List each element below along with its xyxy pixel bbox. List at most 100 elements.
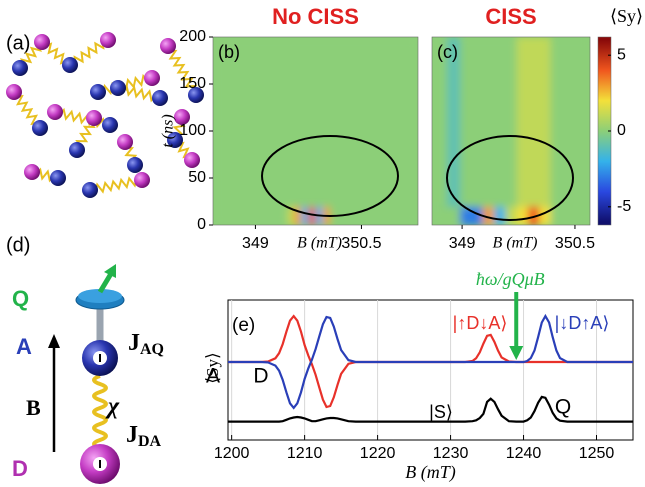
dqa-diagram: B Q A D JAQ χ JDA xyxy=(12,264,164,484)
colorbar-tick-label: 5 xyxy=(617,46,626,63)
x-tick-label: 1220 xyxy=(360,445,396,462)
j-main: J xyxy=(126,422,138,448)
purple-sphere xyxy=(86,110,102,126)
blue-sphere xyxy=(102,117,118,133)
y-tick-label: 100 xyxy=(179,122,206,139)
purple-sphere xyxy=(144,70,160,86)
purple-sphere xyxy=(100,32,116,48)
series-label: |↓D↑A⟩ xyxy=(555,313,610,333)
x-tick-label: 349 xyxy=(242,235,269,252)
chart-title: No CISS xyxy=(272,4,359,29)
heatmap-cell xyxy=(329,37,341,207)
q-spin xyxy=(97,270,115,294)
blue-sphere xyxy=(82,182,98,198)
heatmap-cell xyxy=(527,37,540,207)
x-axis-label: B (mT) xyxy=(405,462,456,483)
heatmap-cell xyxy=(447,37,461,207)
panel-label: (e) xyxy=(232,315,255,336)
a-label: A xyxy=(16,334,32,359)
heatmap-cell xyxy=(308,37,316,207)
panel-label: (b) xyxy=(218,42,240,62)
purple-sphere xyxy=(47,104,63,120)
blue-sphere xyxy=(110,80,126,96)
heatmap-cell xyxy=(471,37,484,207)
heatmap-cell xyxy=(578,37,590,207)
spring xyxy=(97,73,153,97)
panel-label: (a) xyxy=(6,32,30,54)
heatmap-cell xyxy=(340,37,366,207)
purple-sphere xyxy=(6,84,22,100)
heatmap-cell xyxy=(273,37,288,207)
purple-sphere xyxy=(184,152,200,168)
marker-label: ħω/gQμB xyxy=(476,269,545,289)
purple-sphere xyxy=(117,134,133,150)
purple-sphere xyxy=(174,109,190,125)
annotation: Q xyxy=(555,396,571,419)
panel-label: (d) xyxy=(6,234,30,256)
annotation: A xyxy=(206,365,220,388)
q-disk-top xyxy=(78,289,122,303)
molecule-network xyxy=(6,32,204,198)
spring xyxy=(89,175,143,195)
heatmap-cell xyxy=(505,37,518,207)
colorbar-tick-label: -5 xyxy=(617,198,631,215)
j-main: J xyxy=(128,330,140,356)
chart-title: CISS xyxy=(485,4,536,29)
spring xyxy=(165,45,198,96)
heatmap-clip xyxy=(213,37,418,225)
blue-sphere xyxy=(167,132,183,148)
colorbar-title: ⟨Sy⟩ xyxy=(610,6,643,26)
blue-sphere xyxy=(32,120,48,136)
y-tick-label: 150 xyxy=(179,75,206,92)
series-label: |S⟩ xyxy=(429,402,453,422)
heatmap-clip xyxy=(432,37,590,225)
heatmap-cell xyxy=(213,37,246,207)
blue-sphere xyxy=(69,142,85,158)
marker-arrow-head xyxy=(509,346,524,360)
x-tick-label: 350.5 xyxy=(555,235,595,252)
heatmap-cell xyxy=(460,37,472,207)
region-ellipse xyxy=(446,135,574,221)
purple-sphere xyxy=(160,38,176,54)
blue-sphere xyxy=(62,57,78,73)
heatmap-cell xyxy=(294,37,302,207)
blue-sphere xyxy=(12,60,28,76)
heatmap-cell xyxy=(494,37,506,207)
y-axis-label: t (ns) xyxy=(160,114,177,147)
heatmap-cell xyxy=(516,37,529,207)
purple-sphere xyxy=(134,172,150,188)
annotation: D xyxy=(253,365,268,388)
j-aq-label: JAQ xyxy=(128,330,164,358)
x-axis-label: B (mT) xyxy=(493,235,538,252)
chi-label: χ xyxy=(105,394,120,420)
heatmap-cell xyxy=(364,37,398,207)
purple-sphere xyxy=(24,164,40,180)
q-spin-head xyxy=(104,264,116,278)
x-tick-label: 1240 xyxy=(506,445,542,462)
heatmap-cell xyxy=(563,37,580,207)
region-ellipse xyxy=(261,135,399,217)
series-line xyxy=(228,313,633,410)
q-label: Q xyxy=(12,286,29,311)
x-tick-label: 1210 xyxy=(287,445,323,462)
heatmap-cells xyxy=(213,37,418,225)
purple-sphere xyxy=(34,34,50,50)
heatmap-cell xyxy=(550,37,565,207)
x-tick-label: 349 xyxy=(449,235,476,252)
arrow-head xyxy=(48,334,60,348)
j-sub: AQ xyxy=(140,341,164,358)
x-tick-label: 350.5 xyxy=(341,235,381,252)
heatmap-cell xyxy=(482,37,495,207)
d-label: D xyxy=(12,456,28,481)
y-axis-label: ⟨Sy⟩ xyxy=(203,352,222,383)
panel-label: (c) xyxy=(437,42,458,62)
blue-sphere xyxy=(127,157,143,173)
field-label: B xyxy=(26,395,41,420)
y-tick-label: 200 xyxy=(179,28,206,45)
x-tick-label: 1230 xyxy=(433,445,469,462)
blue-sphere xyxy=(152,90,168,106)
heatmap-cell xyxy=(539,37,551,207)
heatmap-cell xyxy=(315,37,324,207)
blue-sphere xyxy=(50,170,66,186)
